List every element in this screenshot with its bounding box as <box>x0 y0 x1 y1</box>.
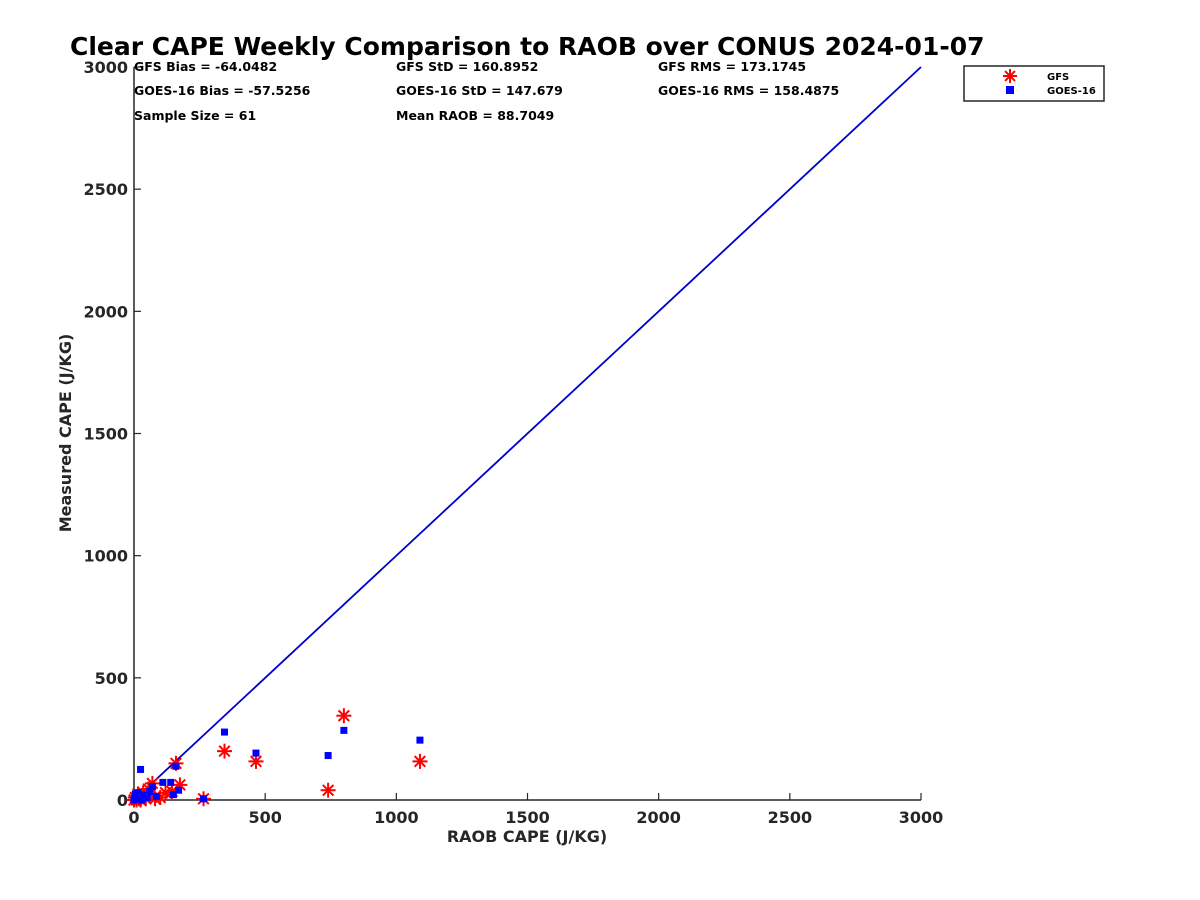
x-tick-label: 2000 <box>636 808 681 827</box>
y-axis-ticks: 0 500 1000 1500 2000 2500 3000 <box>83 58 141 810</box>
stat-gfs-rms: GFS RMS = 173.1745 <box>658 59 806 74</box>
data-point-goes <box>152 792 160 800</box>
data-point-goes <box>131 790 139 798</box>
legend-goes-marker <box>1006 86 1014 94</box>
data-point-goes <box>416 736 424 744</box>
stat-sample-size: Sample Size = 61 <box>134 108 256 123</box>
stat-goes-bias: GOES-16 Bias = -57.5256 <box>134 83 311 98</box>
stat-gfs-std: GFS StD = 160.8952 <box>396 59 538 74</box>
data-point-gfs <box>217 743 233 759</box>
x-tick-label: 2500 <box>768 808 813 827</box>
data-point-goes <box>172 762 180 770</box>
y-tick-label: 1500 <box>83 425 128 444</box>
data-point-gfs <box>412 753 428 769</box>
legend-goes-square <box>1006 86 1014 94</box>
x-axis-ticks: 0 500 1000 1500 2000 2500 3000 <box>128 793 943 827</box>
legend-gfs-asterisk <box>1003 69 1017 83</box>
x-tick-label: 3000 <box>899 808 944 827</box>
plot-area: 0 500 1000 1500 2000 2500 3000 0 500 1000 1500 200… <box>83 58 943 827</box>
legend-gfs-marker <box>1003 69 1017 83</box>
chart-title: Clear CAPE Weekly Comparison to RAOB ove… <box>70 32 985 61</box>
data-point-goes <box>135 792 143 800</box>
data-point-goes <box>252 749 260 757</box>
y-tick-label: 2000 <box>83 302 128 321</box>
x-tick-label: 1500 <box>505 808 550 827</box>
series-goes-16 <box>130 726 424 804</box>
x-axis-label: RAOB CAPE (J/KG) <box>447 827 607 846</box>
legend: GFS GOES-16 <box>963 65 1105 102</box>
legend-box <box>963 65 1105 102</box>
data-point-goes <box>148 783 156 791</box>
data-point-goes <box>130 796 138 804</box>
one-to-one-reference-line <box>133 66 922 801</box>
data-point-goes <box>146 787 154 795</box>
y-tick-label: 3000 <box>83 58 128 77</box>
data-point-goes <box>143 794 151 802</box>
stat-goes-rms: GOES-16 RMS = 158.4875 <box>658 83 839 98</box>
legend-goes-label: GOES-16 <box>1047 86 1096 97</box>
data-point-goes <box>169 791 177 799</box>
y-tick-label: 500 <box>95 669 128 688</box>
data-point-goes <box>137 765 145 773</box>
data-point-goes <box>200 795 208 803</box>
y-tick-label: 2500 <box>83 180 128 199</box>
x-tick-label: 0 <box>128 808 139 827</box>
data-point-goes <box>221 728 229 736</box>
stat-goes-std: GOES-16 StD = 147.679 <box>396 83 563 98</box>
series-layer <box>126 708 428 808</box>
data-point-goes <box>175 786 183 794</box>
data-point-gfs <box>320 782 336 798</box>
legend-gfs-label: GFS <box>1047 72 1069 83</box>
data-point-gfs <box>248 753 264 769</box>
stat-gfs-bias: GFS Bias = -64.0482 <box>134 59 277 74</box>
data-point-goes <box>167 778 175 786</box>
x-tick-label: 1000 <box>374 808 419 827</box>
stat-mean-raob: Mean RAOB = 88.7049 <box>396 108 554 123</box>
data-point-gfs <box>336 708 352 724</box>
data-point-goes <box>138 796 146 804</box>
x-tick-label: 500 <box>248 808 281 827</box>
y-tick-label: 0 <box>117 791 128 810</box>
data-point-goes <box>159 778 167 786</box>
y-axis-label: Measured CAPE (J/KG) <box>56 334 75 533</box>
y-tick-label: 1000 <box>83 547 128 566</box>
stats-block: GFS Bias = -64.0482 GFS StD = 160.8952 G… <box>134 59 839 123</box>
data-point-goes <box>324 752 332 760</box>
data-point-goes <box>340 726 348 734</box>
